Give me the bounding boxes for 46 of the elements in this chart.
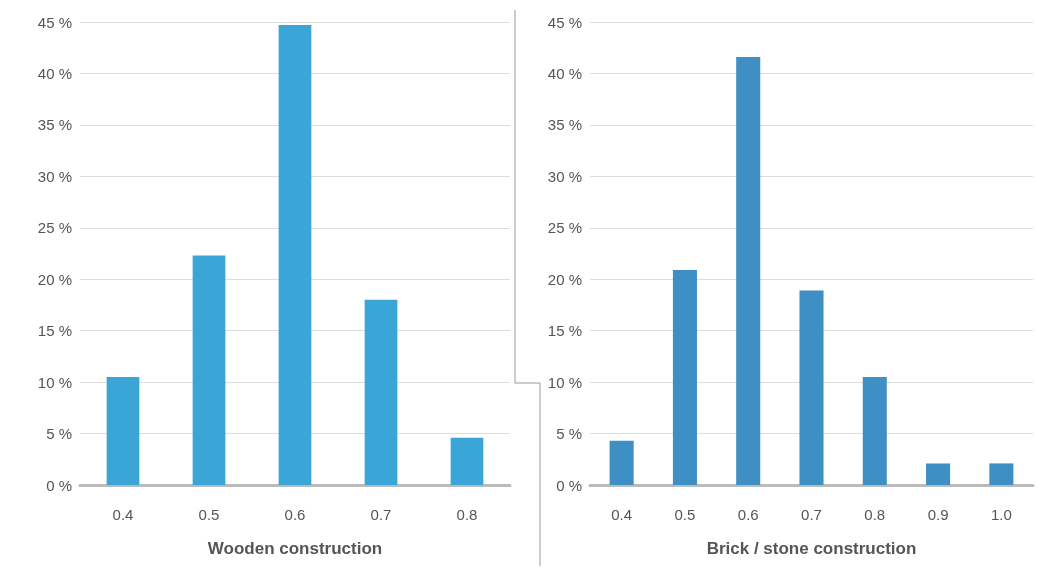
x-tick-label: 0.9	[927, 506, 949, 523]
x-tick-label: 1.0	[990, 506, 1012, 523]
y-tick-label: 15 %	[547, 322, 582, 340]
y-tick-label: 45 %	[37, 13, 72, 31]
y-tick-label: 0 %	[46, 476, 72, 494]
y-tick-label: 15 %	[37, 322, 72, 340]
y-tick-label: 25 %	[37, 219, 72, 237]
x-tick-label: 0.7	[801, 506, 822, 523]
y-tick-label: 20 %	[37, 270, 72, 288]
bar	[799, 290, 824, 485]
bar	[989, 463, 1014, 485]
y-tick-label: 30 %	[547, 167, 582, 185]
bar	[450, 437, 484, 485]
x-tick-label: 0.4	[611, 506, 633, 523]
bar	[736, 56, 761, 485]
x-tick-label: 0.8	[456, 506, 478, 523]
bar	[364, 299, 398, 485]
y-tick-label: 35 %	[547, 116, 582, 134]
y-tick-label: 25 %	[547, 219, 582, 237]
bar	[672, 269, 697, 485]
y-tick-label: 5 %	[46, 425, 72, 443]
y-tick-label: 35 %	[37, 116, 72, 134]
bar	[192, 255, 226, 485]
y-tick-label: 30 %	[37, 167, 72, 185]
x-axis-title: Brick / stone construction	[706, 539, 917, 558]
bar	[609, 440, 634, 485]
x-tick-label: 0.4	[112, 506, 134, 523]
y-tick-label: 40 %	[547, 64, 582, 82]
bar	[926, 463, 951, 485]
x-tick-label: 0.5	[198, 506, 220, 523]
x-tick-label: 0.7	[370, 506, 392, 523]
x-tick-label: 0.6	[284, 506, 306, 523]
y-tick-label: 45 %	[547, 13, 582, 31]
y-tick-label: 40 %	[37, 64, 72, 82]
x-tick-label: 0.5	[674, 506, 696, 523]
y-tick-label: 0 %	[556, 476, 582, 494]
x-axis-title: Wooden construction	[207, 539, 383, 558]
y-tick-label: 10 %	[37, 373, 72, 391]
y-tick-label: 20 %	[547, 270, 582, 288]
bar	[106, 376, 140, 485]
y-tick-label: 10 %	[547, 373, 582, 391]
x-tick-label: 0.8	[864, 506, 886, 523]
x-tick-label: 0.6	[737, 506, 759, 523]
bar	[862, 376, 887, 485]
y-tick-label: 5 %	[556, 425, 582, 443]
bar	[278, 25, 312, 485]
